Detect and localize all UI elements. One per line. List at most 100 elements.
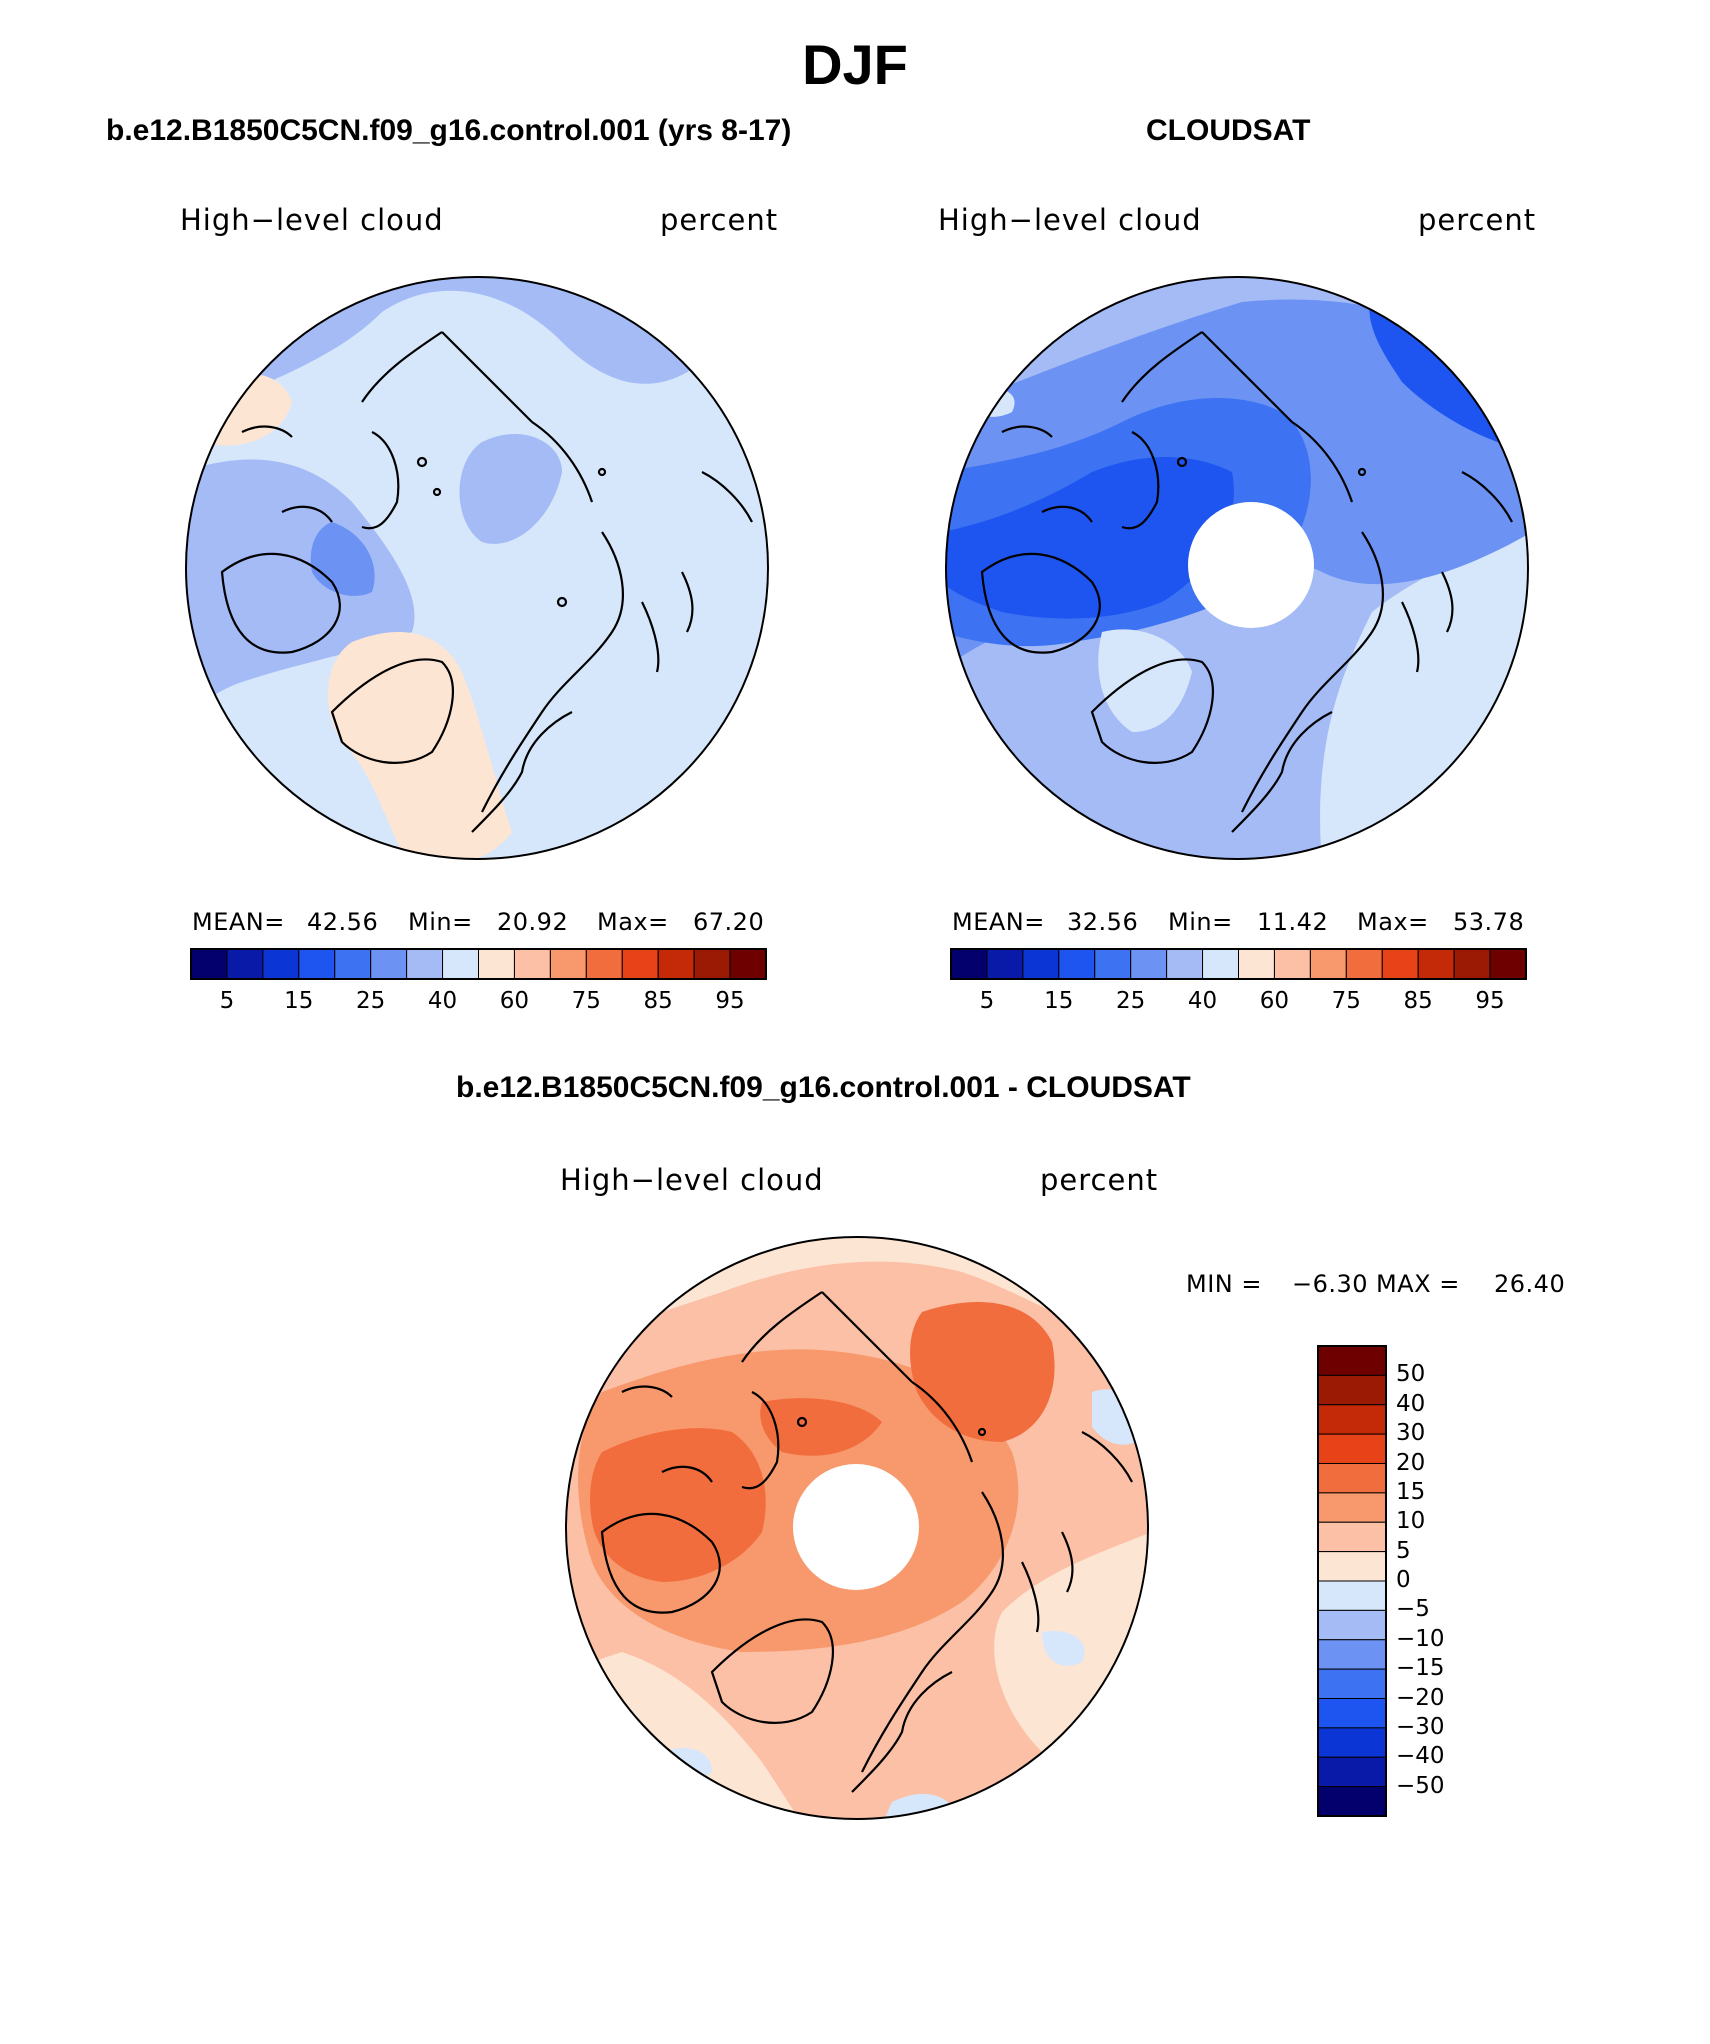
- colorbar-swatch: [1022, 948, 1060, 980]
- figure-title: DJF: [802, 33, 908, 96]
- colorbar-tick-label: 40: [1396, 1390, 1426, 1417]
- diff-polar-map: [565, 1236, 1149, 1820]
- obs-min-value: 11.42: [1257, 908, 1329, 936]
- diff-colorbar-ticks: 50 40 30 20 15 10 5 0 −5 −10 −15 −20 −30 −40 −50: [1396, 1346, 1476, 1816]
- colorbar-tick-label: 20: [1396, 1449, 1426, 1476]
- colorbar-tick-label: 10: [1396, 1508, 1426, 1535]
- colorbar-swatch: [513, 948, 551, 980]
- colorbar-swatch: [986, 948, 1024, 980]
- colorbar-tick-label: 85: [643, 988, 673, 1014]
- model-colorbar: [190, 948, 767, 980]
- diff-pole-hole: [793, 1464, 919, 1590]
- colorbar-swatch: [226, 948, 264, 980]
- colorbar-tick-label: 95: [715, 988, 745, 1014]
- colorbar-swatch: [1317, 1727, 1387, 1758]
- diff-min-value: −6.30: [1292, 1270, 1369, 1298]
- colorbar-tick-label: 25: [356, 988, 386, 1014]
- diff-field-high: [590, 1428, 766, 1582]
- colorbar-swatch: [1317, 1668, 1387, 1699]
- colorbar-tick-label: 75: [571, 988, 601, 1014]
- colorbar-tick-label: 5: [1396, 1537, 1411, 1564]
- colorbar-tick-label: 15: [284, 988, 314, 1014]
- diff-coastlines: [600, 1291, 1133, 1793]
- diff-units-label: percent: [1040, 1163, 1159, 1197]
- colorbar-tick-label: 15: [1396, 1478, 1426, 1505]
- colorbar-frame: [190, 948, 767, 980]
- colorbar-swatch: [1489, 948, 1527, 980]
- colorbar-swatch: [370, 948, 408, 980]
- model-colorbar-ticks: 5 15 25 40 60 75 85 95: [191, 988, 766, 1018]
- diff-colorbar: [1317, 1345, 1387, 1817]
- colorbar-tick-label: −5: [1396, 1596, 1430, 1623]
- model-polar-map: [185, 276, 769, 860]
- colorbar-swatch: [1273, 948, 1311, 980]
- colorbar-swatch: [262, 948, 300, 980]
- colorbar-tick-label: 40: [1187, 988, 1218, 1014]
- obs-colorbar-ticks: 5 15 25 40 60 75 85 95: [951, 988, 1526, 1018]
- colorbar-swatch: [1202, 948, 1239, 980]
- colorbar-tick-label: −30: [1396, 1713, 1445, 1740]
- colorbar-swatch: [1094, 948, 1132, 980]
- colorbar-swatch: [1317, 1786, 1387, 1817]
- colorbar-swatch: [621, 948, 659, 980]
- model-mean-label: MEAN=: [192, 908, 285, 936]
- colorbar-swatch: [549, 948, 587, 980]
- obs-coastlines: [980, 331, 1513, 833]
- diff-field-blue-4: [1042, 1631, 1085, 1666]
- colorbar-swatch: [1317, 1463, 1387, 1494]
- diff-variable-label: High−level cloud: [560, 1163, 824, 1197]
- colorbar-swatch: [1317, 1404, 1387, 1435]
- colorbar-swatch: [693, 948, 731, 980]
- colorbar-frame: [950, 948, 1527, 980]
- colorbar-swatch: [298, 948, 336, 980]
- colorbar-tick-label: 5: [979, 988, 995, 1014]
- diff-panel-title: b.e12.B1850C5CN.f09_g16.control.001 - CL…: [456, 1071, 1191, 1104]
- colorbar-swatch: [1309, 948, 1347, 980]
- colorbar-tick-label: 60: [499, 988, 530, 1014]
- colorbar-swatch: [1317, 1639, 1387, 1670]
- model-coastlines: [220, 331, 753, 833]
- diff-min-label: MIN =: [1186, 1270, 1262, 1298]
- model-field-mid-3: [459, 433, 562, 544]
- colorbar-swatch: [1317, 1433, 1387, 1464]
- colorbar-swatch: [657, 948, 695, 980]
- model-min-label: Min=: [408, 908, 473, 936]
- colorbar-tick-label: 0: [1396, 1567, 1411, 1593]
- model-field-warm: [328, 632, 512, 859]
- colorbar-tick-label: 85: [1403, 988, 1433, 1014]
- obs-pole-hole: [1188, 502, 1314, 628]
- obs-mean-value: 32.56: [1067, 908, 1139, 936]
- colorbar-swatch: [729, 948, 767, 980]
- obs-max-label: Max=: [1357, 908, 1429, 936]
- colorbar-swatch: [1317, 1698, 1387, 1729]
- colorbar-tick-label: −40: [1396, 1743, 1445, 1770]
- obs-units-label: percent: [1418, 203, 1537, 237]
- obs-colorbar: [950, 948, 1527, 980]
- colorbar-swatch: [1317, 1756, 1387, 1788]
- colorbar-swatch: [442, 948, 479, 980]
- colorbar-tick-label: 50: [1396, 1361, 1426, 1388]
- colorbar-swatch: [1238, 948, 1275, 980]
- obs-field-light-2: [962, 388, 1015, 417]
- colorbar-tick-label: 5: [219, 988, 235, 1014]
- colorbar-swatch: [1453, 948, 1491, 980]
- colorbar-swatch: [478, 948, 515, 980]
- obs-panel-title: CLOUDSAT: [1146, 114, 1311, 147]
- colorbar-swatch: [1345, 948, 1383, 980]
- model-mean-value: 42.56: [307, 908, 379, 936]
- colorbar-swatch: [1317, 1345, 1387, 1376]
- colorbar-tick-label: 15: [1044, 988, 1074, 1014]
- colorbar-tick-label: −15: [1396, 1655, 1445, 1682]
- model-field-mid-2: [186, 459, 415, 722]
- colorbar-swatch: [1317, 1609, 1387, 1641]
- colorbar-swatch: [1130, 948, 1168, 980]
- colorbar-swatch: [1317, 1521, 1387, 1553]
- colorbar-tick-label: 60: [1259, 988, 1290, 1014]
- obs-min-label: Min=: [1168, 908, 1233, 936]
- obs-polar-map: [945, 276, 1529, 860]
- colorbar-tick-label: 95: [1475, 988, 1505, 1014]
- colorbar-swatch: [950, 948, 988, 980]
- model-min-value: 20.92: [497, 908, 569, 936]
- colorbar-tick-label: −10: [1396, 1625, 1445, 1652]
- colorbar-tick-label: 40: [427, 988, 458, 1014]
